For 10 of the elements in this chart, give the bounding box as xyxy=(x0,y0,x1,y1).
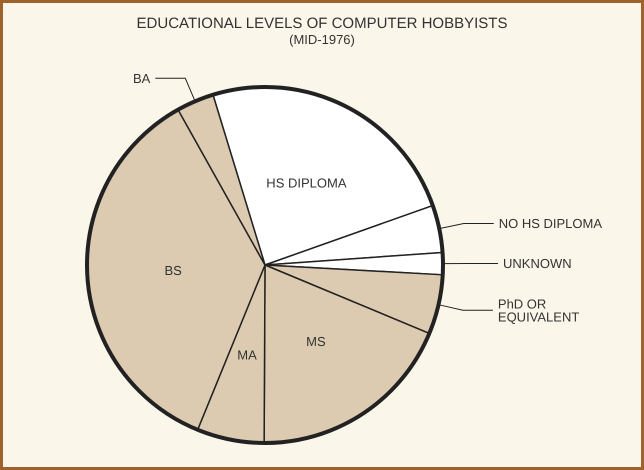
slice-label: MS xyxy=(306,334,326,350)
slice-label: NO HS DIPLOMA xyxy=(498,216,602,232)
slice-label: MA xyxy=(237,348,258,363)
slice-label: BA xyxy=(132,70,151,86)
chart-subtitle: (MID-1976) xyxy=(289,32,355,47)
slice-label: HS DIPLOMA xyxy=(266,175,347,190)
slice-label: PhD OR EQUIVALENT xyxy=(498,296,580,324)
slice-label: UNKNOWN xyxy=(502,256,572,271)
slice-label: BS xyxy=(164,263,182,278)
chart-title: EDUCATIONAL LEVELS OF COMPUTER HOBBYISTS xyxy=(136,15,508,32)
